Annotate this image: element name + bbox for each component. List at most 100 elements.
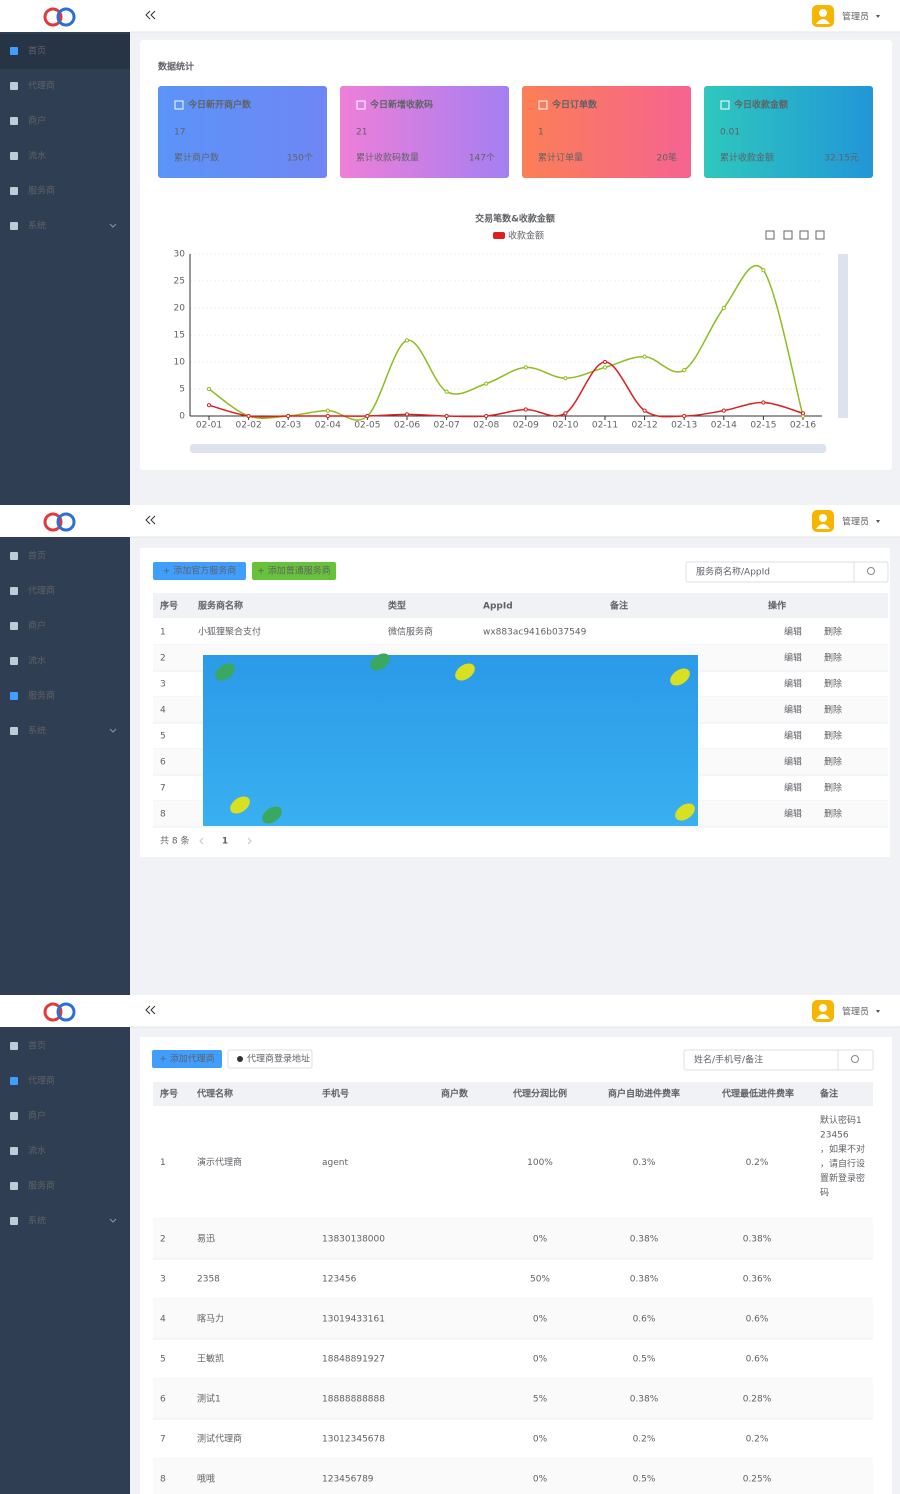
menu-item[interactable]: 代理商 bbox=[28, 585, 55, 597]
edit-link[interactable]: 编辑 bbox=[784, 756, 802, 768]
header bbox=[0, 0, 900, 32]
chart-title: 交易笔数&收款金额 bbox=[475, 213, 555, 225]
point bbox=[563, 376, 568, 381]
datazoom-h[interactable] bbox=[190, 444, 826, 453]
cell: 小狐狸聚合支付 bbox=[198, 626, 261, 638]
edit-link[interactable]: 编辑 bbox=[784, 678, 802, 690]
column-header: 代理名称 bbox=[196, 1088, 233, 1100]
menu-icon bbox=[10, 1182, 18, 1190]
delete-link[interactable]: 删除 bbox=[824, 652, 842, 664]
menu-item[interactable]: 代理商 bbox=[28, 80, 55, 92]
stat-icon bbox=[720, 100, 730, 110]
menu-item[interactable]: 代理商 bbox=[28, 1075, 55, 1087]
toolbox-icon[interactable] bbox=[765, 230, 775, 240]
menu-item[interactable]: 首页 bbox=[28, 1040, 46, 1052]
menu-arrow bbox=[109, 1218, 117, 1223]
menu-item[interactable]: 服务商 bbox=[28, 690, 55, 702]
menu-item[interactable]: 流水 bbox=[28, 655, 46, 667]
x-tick-label: 02-01 bbox=[196, 421, 222, 431]
delete-link[interactable]: 删除 bbox=[824, 626, 842, 638]
cell: 7 bbox=[160, 1435, 166, 1445]
delete-link[interactable]: 删除 bbox=[824, 808, 842, 820]
delete-link[interactable]: 删除 bbox=[824, 756, 842, 768]
avatar-body bbox=[816, 1014, 830, 1019]
toolbox-icon[interactable] bbox=[783, 230, 793, 240]
delete-link[interactable]: 删除 bbox=[824, 730, 842, 742]
collapse-icon[interactable] bbox=[145, 515, 156, 525]
menu-item[interactable]: 流水 bbox=[28, 150, 46, 162]
button[interactable] bbox=[152, 1050, 222, 1068]
edit-link[interactable]: 编辑 bbox=[784, 626, 802, 638]
header bbox=[0, 505, 900, 537]
x-tick-label: 02-02 bbox=[236, 421, 262, 431]
cell: 5 bbox=[160, 1355, 166, 1365]
search-input[interactable] bbox=[685, 561, 889, 583]
x-tick-label: 02-14 bbox=[711, 421, 737, 431]
column-header: 序号 bbox=[160, 1088, 178, 1100]
edit-link[interactable]: 编辑 bbox=[784, 704, 802, 716]
menu-item[interactable]: 系统 bbox=[28, 220, 46, 232]
collapse-icon[interactable] bbox=[145, 1005, 156, 1015]
collapse-icon[interactable] bbox=[145, 10, 156, 20]
menu-item[interactable]: 商户 bbox=[28, 115, 46, 127]
delete-link[interactable]: 删除 bbox=[824, 782, 842, 794]
cell: 2 bbox=[160, 1235, 166, 1245]
menu-icon bbox=[10, 222, 18, 230]
user-name[interactable]: 管理员 bbox=[842, 1006, 869, 1018]
point bbox=[602, 359, 608, 365]
menu-item[interactable]: 系统 bbox=[28, 725, 46, 737]
legend-swatch[interactable] bbox=[493, 232, 505, 239]
delete-link[interactable]: 删除 bbox=[824, 678, 842, 690]
cell: wx883ac9416b037549 bbox=[483, 628, 587, 638]
menu-active-bg bbox=[0, 34, 130, 69]
cell: 3 bbox=[160, 1275, 166, 1285]
edit-link[interactable]: 编辑 bbox=[784, 782, 802, 794]
page-next[interactable] bbox=[247, 837, 252, 845]
user-name[interactable]: 管理员 bbox=[842, 516, 869, 528]
cell: 13012345678 bbox=[322, 1435, 385, 1445]
row-stripe bbox=[153, 1219, 873, 1259]
point bbox=[484, 413, 489, 419]
menu-item[interactable]: 服务商 bbox=[28, 1180, 55, 1192]
toolbox-icon[interactable] bbox=[815, 230, 825, 240]
avatar-body bbox=[816, 19, 830, 24]
edit-link[interactable]: 编辑 bbox=[784, 652, 802, 664]
column-header: 备注 bbox=[609, 600, 628, 612]
stat-sub-value: 150个 bbox=[287, 153, 313, 164]
x-tick-label: 02-16 bbox=[790, 421, 816, 431]
page-prev[interactable] bbox=[199, 837, 204, 845]
menu-item[interactable]: 首页 bbox=[28, 550, 46, 562]
toolbox-icon[interactable] bbox=[799, 230, 809, 240]
button[interactable] bbox=[252, 562, 336, 580]
menu-item[interactable]: 系统 bbox=[28, 1215, 46, 1227]
page-current[interactable]: 1 bbox=[222, 837, 228, 847]
edit-link[interactable]: 编辑 bbox=[784, 730, 802, 742]
menu-icon bbox=[10, 1077, 18, 1085]
menu-item[interactable]: 商户 bbox=[28, 1110, 46, 1122]
search-icon[interactable] bbox=[867, 567, 875, 575]
menu-item[interactable]: 商户 bbox=[28, 620, 46, 632]
delete-link[interactable]: 删除 bbox=[824, 704, 842, 716]
button[interactable] bbox=[153, 562, 246, 580]
stat-value: 17 bbox=[174, 128, 185, 138]
edit-link[interactable]: 编辑 bbox=[784, 808, 802, 820]
leaf bbox=[215, 663, 235, 681]
stat-sub-label: 累计商户数 bbox=[174, 152, 219, 164]
cell: 8 bbox=[160, 1475, 166, 1485]
x-tick-label: 02-06 bbox=[394, 421, 420, 431]
menu-item[interactable]: 首页 bbox=[28, 45, 46, 57]
user-name[interactable]: 管理员 bbox=[842, 11, 869, 23]
search-input[interactable] bbox=[683, 1049, 874, 1071]
column-header: 代理分润比例 bbox=[512, 1088, 567, 1100]
button[interactable] bbox=[227, 1049, 313, 1069]
menu-item[interactable]: 服务商 bbox=[28, 185, 55, 197]
datazoom-v[interactable] bbox=[838, 254, 848, 418]
legend-label[interactable]: 收款金额 bbox=[508, 230, 544, 242]
menu-icon bbox=[10, 1112, 18, 1120]
column-header: AppId bbox=[483, 602, 513, 612]
cell: 5% bbox=[533, 1395, 548, 1405]
series-line bbox=[208, 361, 804, 418]
cell: 6 bbox=[160, 1395, 166, 1405]
search-icon[interactable] bbox=[851, 1055, 859, 1063]
menu-item[interactable]: 流水 bbox=[28, 1145, 46, 1157]
